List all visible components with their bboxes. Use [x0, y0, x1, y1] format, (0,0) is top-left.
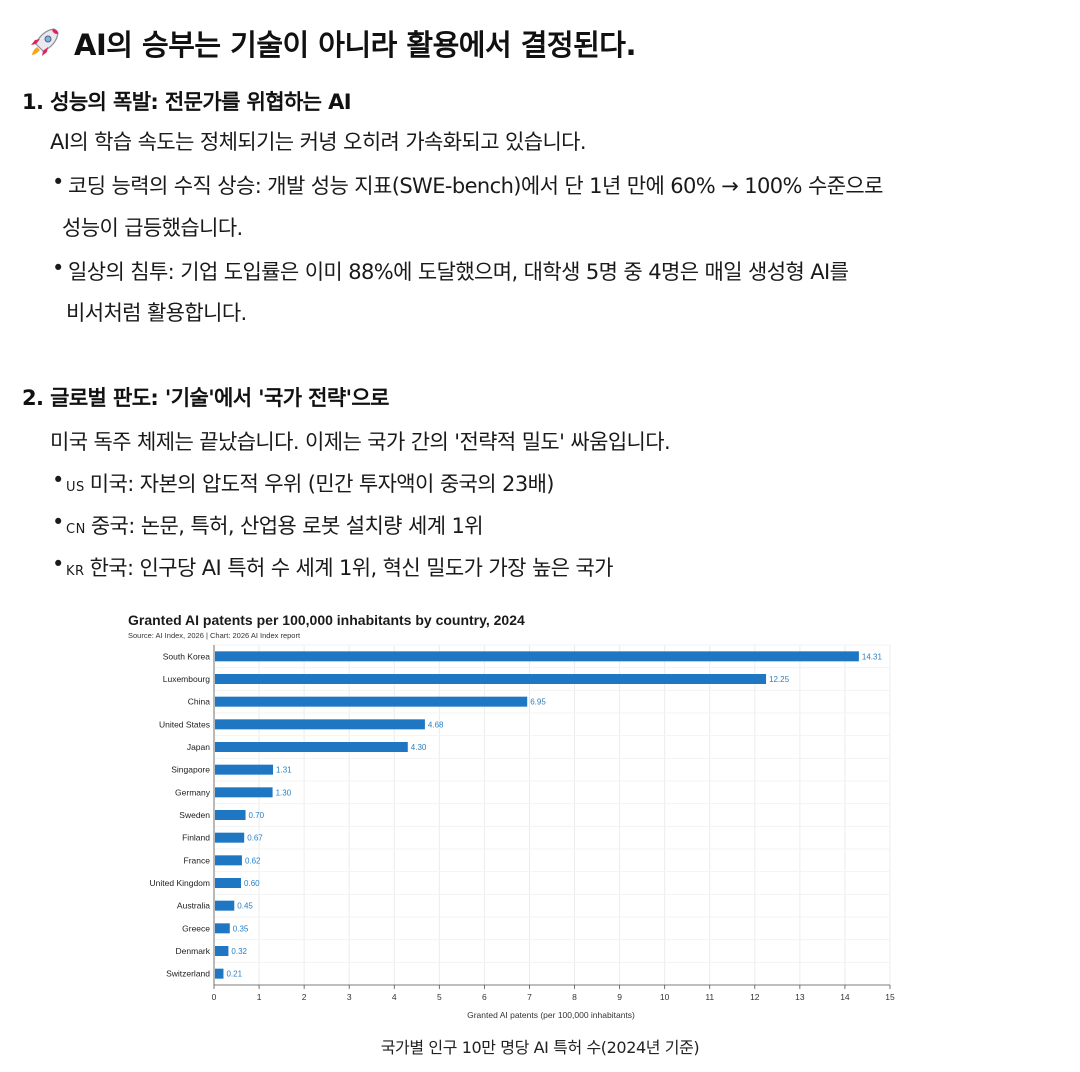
chart-x-tick-label: 9 [617, 992, 622, 1002]
rocket-icon [31, 28, 59, 56]
chart-x-tick-label: 10 [660, 992, 670, 1002]
chart-value-label: 1.30 [276, 788, 292, 797]
chart-category-label: Greece [182, 923, 210, 933]
patents-bar-chart: Granted AI patents per 100,000 inhabitan… [128, 612, 895, 1020]
chart-category-label: Australia [177, 901, 210, 911]
page-title: AI의 승부는 기술이 아니라 활용에서 결정된다. [24, 22, 636, 64]
chart-value-label: 0.21 [226, 970, 242, 979]
chart-bar [215, 651, 859, 662]
chart-value-label: 12.25 [769, 675, 790, 684]
chart-bar [215, 810, 246, 820]
section1-bullet2-line1: 일상의 침투: 기업 도입률은 이미 88%에 도달했으며, 대학생 5명 중 … [68, 260, 849, 284]
chart-category-label: Luxembourg [163, 674, 211, 684]
cn-flag-label: CN [66, 522, 86, 537]
chart-x-tick-label: 0 [212, 992, 217, 1002]
chart-bar [215, 855, 242, 866]
section2-bullet-us-text: 미국: 자본의 압도적 우위 (민간 투자액이 중국의 23배) [89, 472, 555, 496]
chart-bar [215, 787, 273, 798]
section1-bullet1-line2: 성능이 급등했습니다. [62, 216, 243, 240]
chart-x-tick-label: 3 [347, 992, 352, 1002]
chart-bar [215, 764, 274, 775]
chart-title: Granted AI patents per 100,000 inhabitan… [128, 612, 525, 628]
chart-bar [215, 719, 425, 730]
chart-category-label: Denmark [176, 946, 211, 956]
bullet-marker: • [52, 468, 65, 492]
section1-bullet2-line2: 비서처럼 활용합니다. [66, 301, 247, 325]
chart-x-tick-label: 11 [705, 992, 714, 1002]
bullet-marker: • [52, 170, 65, 194]
chart-bar [215, 878, 242, 888]
page-title-text: AI의 승부는 기술이 아니라 활용에서 결정된다. [74, 28, 636, 62]
chart-category-label: United States [159, 719, 210, 729]
kr-flag-label: KR [66, 564, 85, 579]
chart-value-label: 0.67 [247, 834, 263, 843]
chart-x-tick-label: 14 [840, 992, 850, 1002]
chart-x-tick-label: 13 [795, 992, 805, 1002]
chart-x-axis: 0 1 2 3 4 5 6 7 8 9 10 11 12 13 14 15 [212, 645, 895, 1002]
chart-bar [215, 742, 408, 752]
chart-value-label: 6.95 [530, 698, 546, 707]
section2-bullet-kr-text: 한국: 인구당 AI 특허 수 세계 1위, 혁신 밀도가 가장 높은 국가 [89, 556, 614, 580]
chart-bar [215, 946, 229, 956]
chart-bar [215, 674, 767, 684]
chart-bars: South Korea 14.31 Luxembourg 12.25 China 6.95… [150, 651, 883, 979]
section1-intro: AI의 학습 속도는 정체되기는 커녕 오히려 가속화되고 있습니다. [50, 130, 587, 154]
chart-value-label: 14.31 [862, 652, 883, 661]
chart-x-tick-label: 15 [885, 992, 895, 1002]
chart-x-tick-label: 8 [572, 992, 577, 1002]
section2-heading: 2. 글로벌 판도: '기술'에서 '국가 전략'으로 [22, 386, 389, 410]
bullet-marker: • [52, 256, 65, 280]
chart-x-tick-label: 7 [527, 992, 532, 1002]
chart-x-tick-label: 6 [482, 992, 487, 1002]
chart-category-label: Finland [182, 833, 210, 843]
section2-bullet-cn: CN 중국: 논문, 특허, 산업용 로봇 설치량 세계 1위 [66, 510, 484, 540]
chart-value-label: 4.68 [428, 720, 444, 729]
chart-category-label: France [184, 855, 211, 865]
chart-value-label: 4.30 [411, 743, 427, 752]
chart-value-label: 0.70 [249, 811, 265, 820]
chart-bar [215, 900, 235, 911]
chart-category-label: United Kingdom [150, 878, 210, 888]
chart-x-tick-label: 4 [392, 992, 397, 1002]
chart-grid [213, 644, 891, 986]
bullet-marker: • [52, 510, 65, 534]
chart-x-tick-label: 12 [750, 992, 760, 1002]
chart-category-label: Singapore [171, 765, 210, 775]
chart-bar [215, 923, 230, 934]
section1-bullet1-line1: 코딩 능력의 수직 상승: 개발 성능 지표(SWE-bench)에서 단 1년… [68, 174, 883, 198]
bullet-marker: • [52, 552, 65, 576]
chart-bar [215, 968, 224, 979]
chart-category-label: Sweden [179, 810, 210, 820]
chart-value-label: 0.60 [244, 879, 260, 888]
section2-bullet-cn-text: 중국: 논문, 특허, 산업용 로봇 설치량 세계 1위 [90, 514, 484, 538]
chart-bar [215, 832, 245, 843]
chart-value-label: 0.62 [245, 856, 261, 865]
chart-x-tick-label: 5 [437, 992, 442, 1002]
section2-intro: 미국 독주 체제는 끝났습니다. 이제는 국가 간의 '전략적 밀도' 싸움입니… [50, 430, 671, 454]
chart-category-label: Japan [187, 742, 210, 752]
chart-x-tick-label: 2 [302, 992, 307, 1002]
chart-category-label: Switzerland [166, 969, 210, 979]
chart-value-label: 0.45 [237, 902, 253, 911]
chart-value-label: 0.32 [231, 947, 247, 956]
chart-category-label: China [188, 697, 210, 707]
chart-category-label: South Korea [163, 651, 211, 661]
us-flag-label: US [66, 480, 85, 495]
section2-bullet-us: US 미국: 자본의 압도적 우위 (민간 투자액이 중국의 23배) [66, 468, 554, 498]
section1-heading: 1. 성능의 폭발: 전문가를 위협하는 AI [22, 90, 352, 114]
chart-x-axis-label: Granted AI patents (per 100,000 inhabita… [467, 1010, 635, 1020]
chart-bar [215, 696, 528, 707]
chart-subtitle: Source: AI Index, 2026 | Chart: 2026 AI … [128, 631, 301, 640]
chart-value-label: 0.35 [233, 924, 249, 933]
section2-bullet-kr: KR 한국: 인구당 AI 특허 수 세계 1위, 혁신 밀도가 가장 높은 국가 [66, 552, 614, 582]
chart-category-label: Germany [175, 787, 211, 797]
chart-caption: 국가별 인구 10만 명당 AI 특허 수(2024년 기준) [380, 1038, 700, 1057]
chart-value-label: 1.31 [276, 766, 292, 775]
chart-x-tick-label: 1 [257, 992, 262, 1002]
